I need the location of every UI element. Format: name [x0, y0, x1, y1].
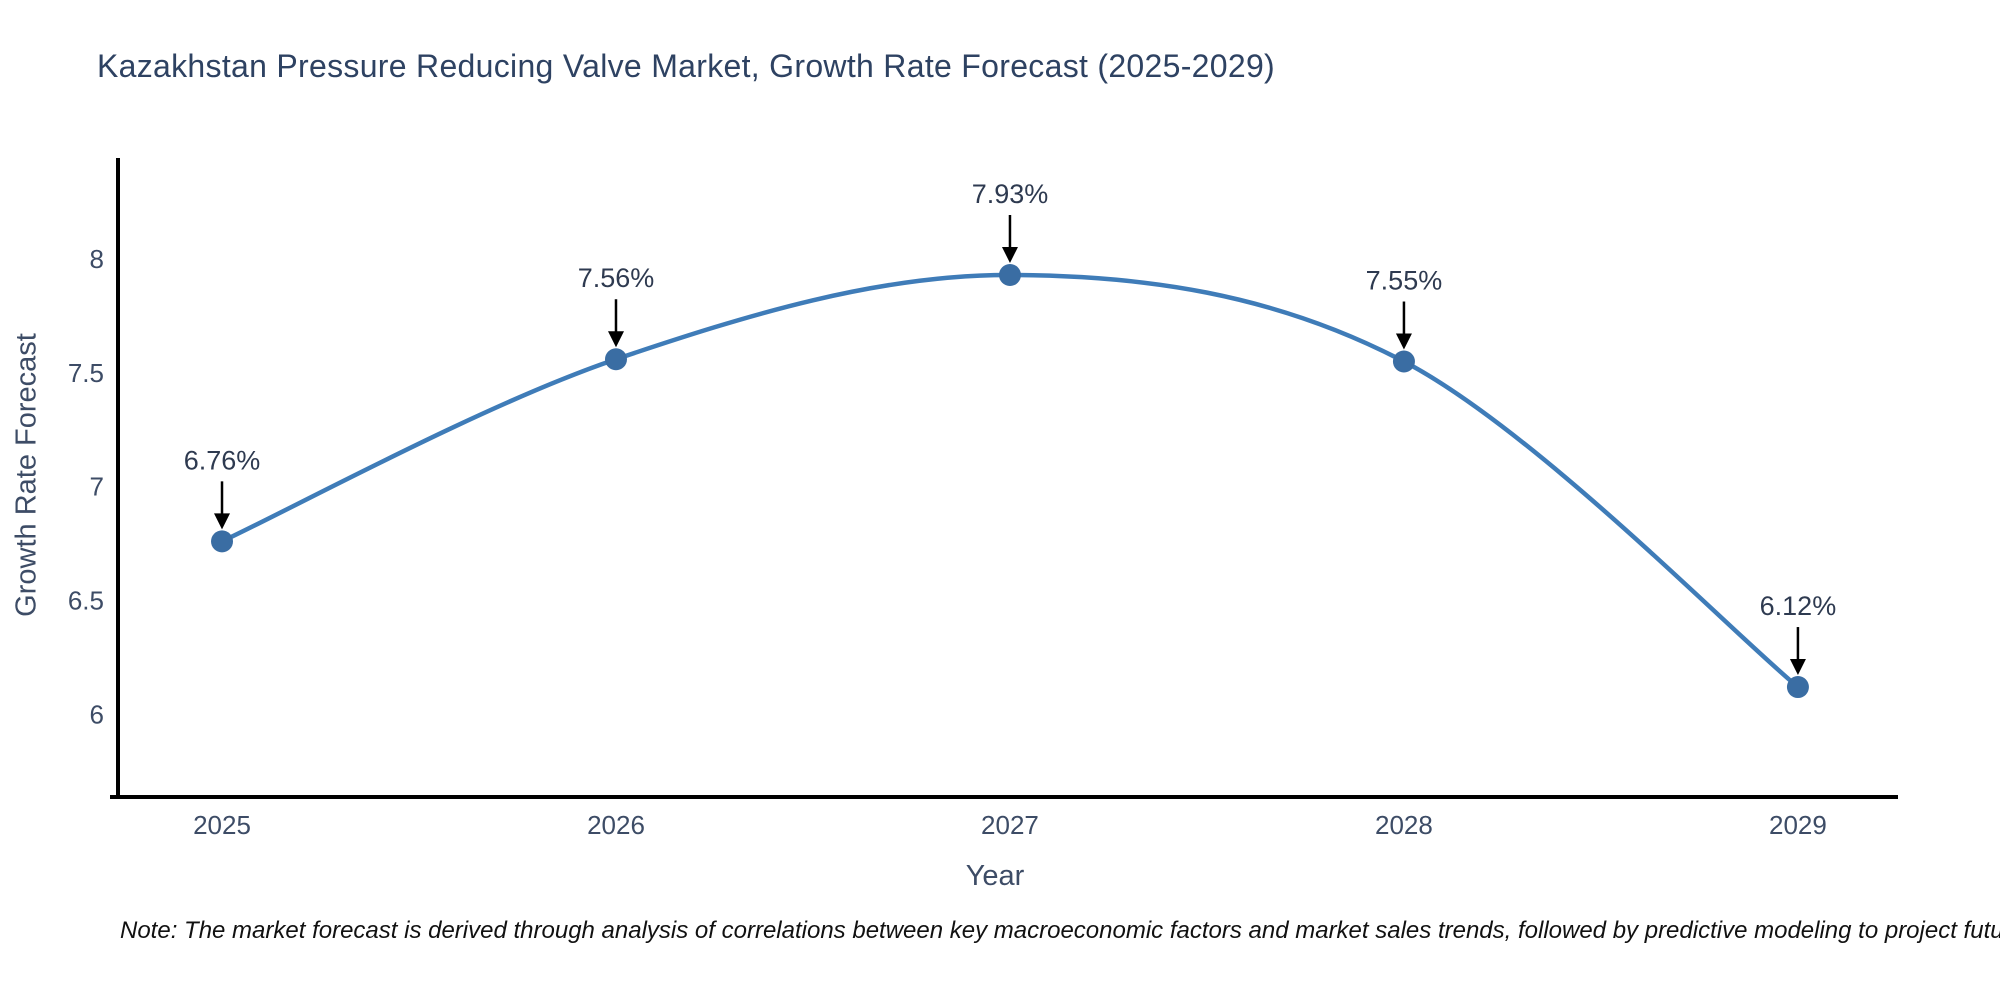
chart-title: Kazakhstan Pressure Reducing Valve Marke…: [97, 48, 1276, 84]
y-tick-label: 7: [90, 472, 104, 502]
annotation-arrow-head: [607, 331, 624, 348]
y-tick-label: 8: [90, 244, 104, 274]
point-annotation: 7.55%: [1366, 266, 1443, 296]
y-tick-label: 6.5: [68, 586, 104, 616]
data-point: [1392, 350, 1415, 373]
annotation-arrow-head: [1395, 333, 1412, 350]
y-tick-label: 6: [90, 699, 104, 729]
point-annotation: 6.76%: [184, 445, 261, 475]
point-annotation: 6.12%: [1760, 591, 1837, 621]
x-tick-label: 2026: [587, 810, 645, 840]
data-point: [1786, 676, 1809, 699]
x-tick-label: 2029: [1769, 810, 1827, 840]
data-point: [998, 264, 1021, 287]
footnote-text: Note: The market forecast is derived thr…: [120, 917, 2000, 944]
x-tick-label: 2027: [981, 810, 1039, 840]
data-point: [211, 530, 234, 553]
annotation-arrow-head: [1789, 659, 1806, 676]
point-annotation: 7.93%: [972, 179, 1049, 209]
forecast-line: [221, 272, 1800, 689]
annotation-arrow-head: [1001, 247, 1018, 264]
x-axis-title: Year: [965, 860, 1025, 892]
x-tick-label: 2028: [1375, 810, 1433, 840]
annotation-arrow-head: [214, 513, 231, 530]
x-tick-label: 2025: [193, 810, 251, 840]
point-annotation: 7.56%: [578, 263, 655, 293]
data-point: [604, 348, 627, 371]
y-axis-title: Growth Rate Forecast: [10, 333, 43, 617]
y-tick-label: 7.5: [68, 358, 104, 388]
